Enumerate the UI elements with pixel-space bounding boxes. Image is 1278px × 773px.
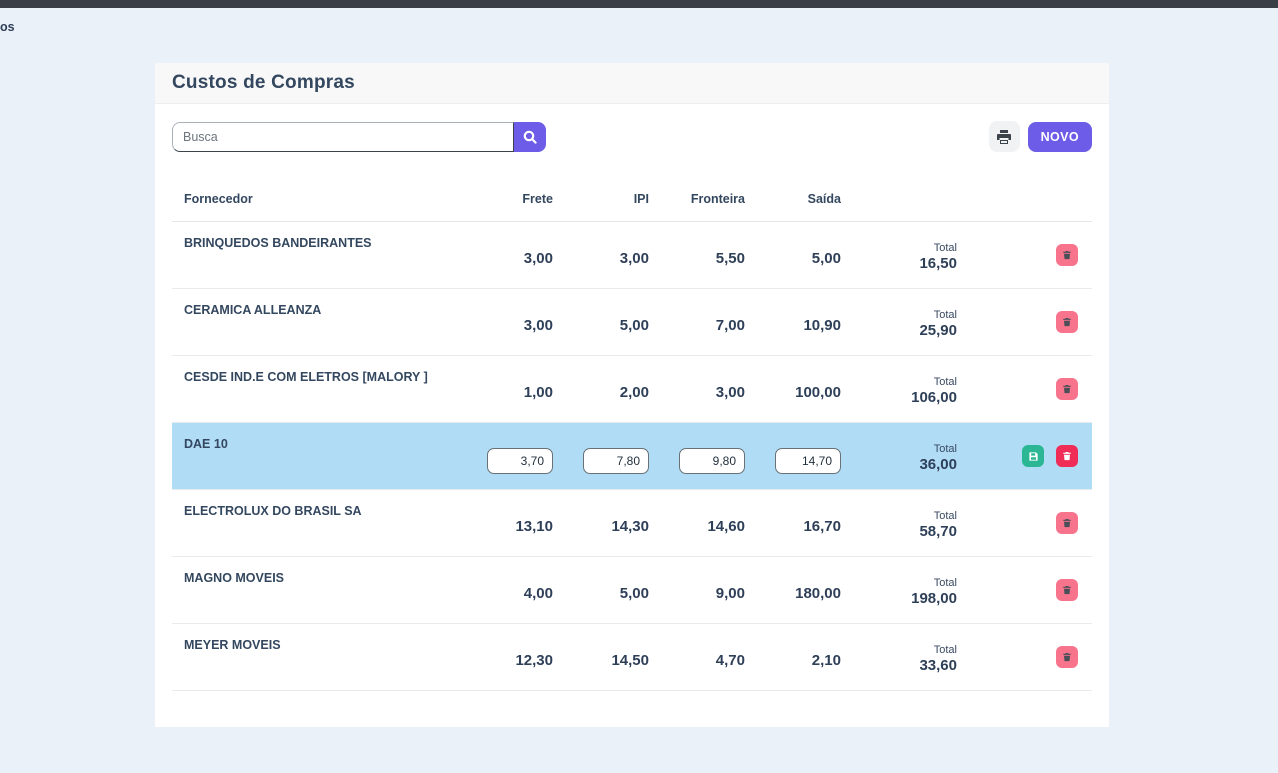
table-row: MAGNO MOVEIS 4,00 5,00 9,00 180,00 Total… [172,557,1092,624]
frete-value: 3,00 [523,249,553,267]
table-row: CERAMICA ALLEANZA 3,00 5,00 7,00 10,90 T… [172,289,1092,356]
table-row: ELECTROLUX DO BRASIL SA 13,10 14,30 14,6… [172,490,1092,557]
print-button[interactable] [988,121,1020,152]
ipi-value: 5,00 [619,584,649,602]
frete-value: 13,10 [515,517,553,535]
frete-value: 12,30 [515,651,553,669]
supplier-name: BRINQUEDOS BANDEIRANTES [184,236,372,250]
total-value: 198,00 [911,590,957,607]
custos-de-compras-card: Custos de Compras [155,63,1109,727]
fronteira-value: 9,00 [715,584,745,602]
saida-value: 2,10 [811,651,841,669]
delete-button[interactable] [1056,244,1078,266]
supplier-name: ELECTROLUX DO BRASIL SA [184,504,362,518]
ipi-value: 3,00 [619,249,649,267]
column-header-frete: Frete [522,191,553,206]
ipi-value: 5,00 [619,316,649,334]
delete-button[interactable] [1056,512,1078,534]
save-button[interactable] [1022,445,1044,467]
frete-value: 3,00 [523,316,553,334]
total-label: Total [933,577,957,589]
printer-icon [996,129,1012,145]
delete-button[interactable] [1056,445,1078,467]
novo-button[interactable]: NOVO [1027,121,1092,152]
trash-icon [1062,585,1072,595]
column-header-fronteira: Fronteira [690,191,745,206]
saida-value: 5,00 [811,249,841,267]
frete-value: 4,00 [523,584,553,602]
table-row-editing: DAE 10 Total 36,00 [172,423,1092,490]
search-input[interactable] [172,121,514,152]
column-header-saida: Saída [807,191,841,206]
fronteira-value: 14,60 [707,517,745,535]
fronteira-value: 4,70 [715,651,745,669]
trash-icon [1062,518,1072,528]
total-value: 33,60 [919,657,957,674]
total-label: Total [933,510,957,522]
fronteira-value: 3,00 [715,383,745,401]
total-value: 25,90 [919,322,957,339]
search-icon [522,129,538,145]
fronteira-value: 7,00 [715,316,745,334]
saida-value: 100,00 [795,383,841,401]
total-label: Total [933,376,957,388]
saida-input[interactable] [775,448,841,474]
card-header: Custos de Compras [155,63,1109,104]
search-group [172,121,546,152]
total-value: 16,50 [919,255,957,272]
fronteira-input[interactable] [679,448,745,474]
total-label: Total [933,443,957,455]
delete-button[interactable] [1056,378,1078,400]
ipi-value: 14,30 [611,517,649,535]
supplier-name: DAE 10 [184,437,228,451]
supplier-name: CESDE IND.E COM ELETROS [MALORY ] [184,370,428,384]
total-value: 58,70 [919,523,957,540]
ipi-value: 14,50 [611,651,649,669]
toolbar: NOVO [172,121,1092,152]
ipi-value: 2,00 [619,383,649,401]
top-navbar [0,0,1278,8]
trash-icon [1062,317,1072,327]
table-row: CESDE IND.E COM ELETROS [MALORY ] 1,00 2… [172,356,1092,423]
frete-value: 1,00 [523,383,553,401]
total-value: 106,00 [911,389,957,406]
total-label: Total [933,309,957,321]
delete-button[interactable] [1056,646,1078,668]
supplier-name: CERAMICA ALLEANZA [184,303,322,317]
delete-button[interactable] [1056,579,1078,601]
column-header-fornecedor: Fornecedor [184,191,253,206]
trash-icon [1062,250,1072,260]
total-value: 36,00 [919,456,957,473]
supplier-name: MEYER MOVEIS [184,638,281,652]
total-label: Total [933,644,957,656]
save-icon [1028,451,1039,462]
table-header: Fornecedor Frete IPI Fronteira Saída [172,176,1092,222]
saida-value: 16,70 [803,517,841,535]
table-row: MEYER MOVEIS 12,30 14,50 4,70 2,10 Total… [172,624,1092,691]
total-label: Total [933,242,957,254]
saida-value: 10,90 [803,316,841,334]
supplier-name: MAGNO MOVEIS [184,571,285,585]
trash-icon [1062,652,1072,662]
delete-button[interactable] [1056,311,1078,333]
ipi-input[interactable] [583,448,649,474]
page-title: Custos de Compras [172,72,355,93]
saida-value: 180,00 [795,584,841,602]
nav-item-fragment[interactable]: os [0,20,15,34]
table-row: BRINQUEDOS BANDEIRANTES 3,00 3,00 5,50 5… [172,222,1092,289]
frete-input[interactable] [487,448,553,474]
fronteira-value: 5,50 [715,249,745,267]
trash-icon [1062,451,1072,461]
search-button[interactable] [514,121,546,152]
column-header-ipi: IPI [633,191,649,206]
trash-icon [1062,384,1072,394]
